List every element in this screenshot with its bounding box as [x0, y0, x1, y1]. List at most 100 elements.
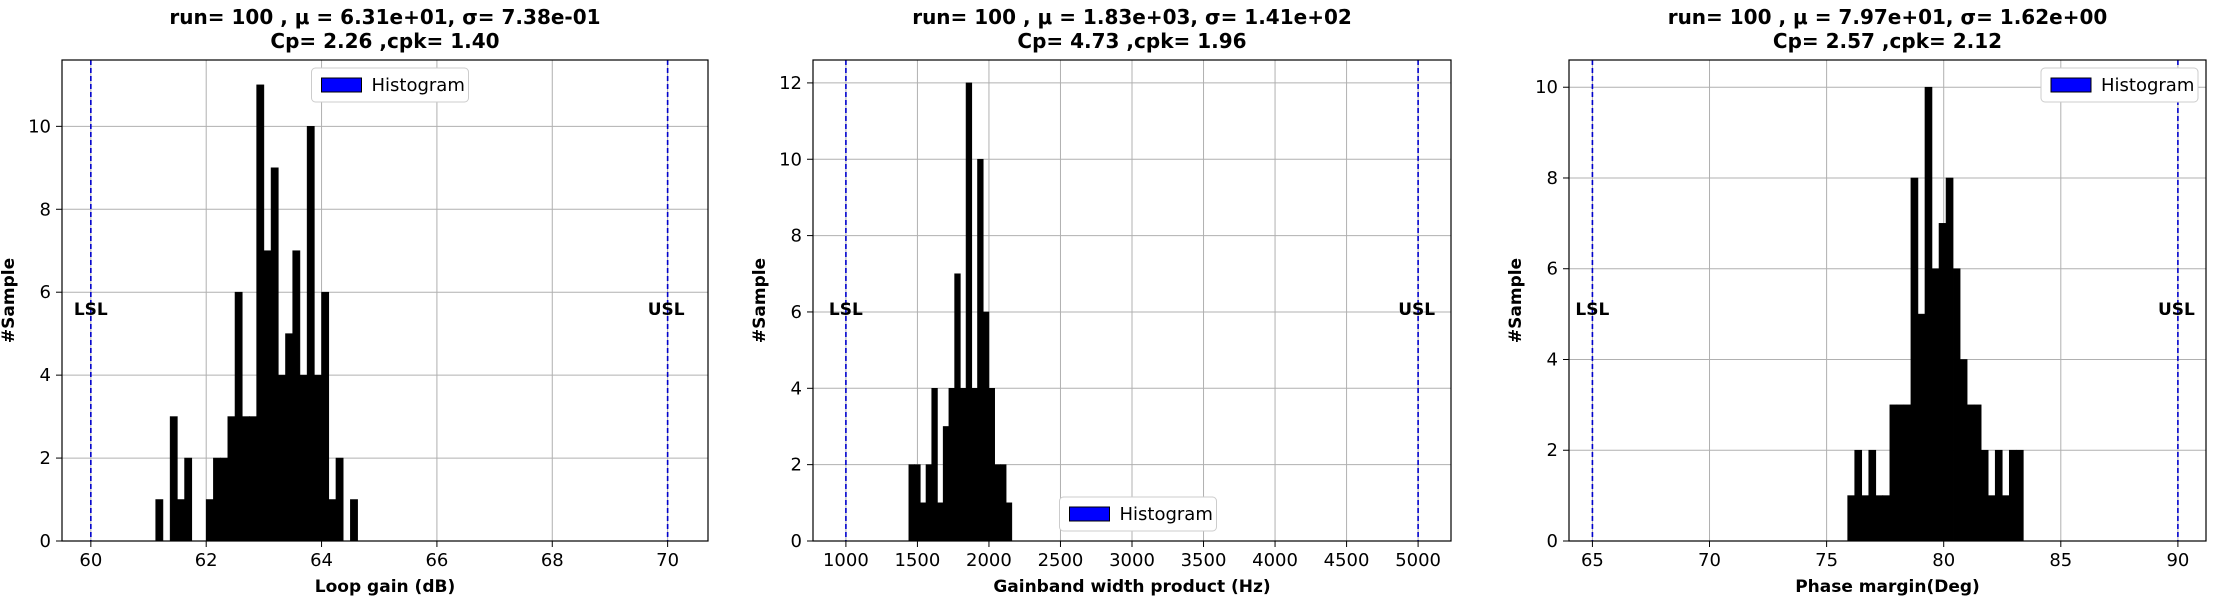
y-tick-label: 4: [1547, 349, 1558, 370]
x-axis-label: Phase margin(Deg): [1795, 577, 1980, 597]
histogram-bar: [1917, 313, 1926, 542]
histogram-bar: [1952, 268, 1961, 542]
histogram-bar: [184, 457, 193, 542]
y-tick-label: 2: [40, 448, 51, 469]
histogram-bar: [931, 388, 938, 542]
x-tick-label: 3000: [1109, 550, 1155, 571]
histogram-bar: [988, 388, 995, 542]
phase-margin-histogram-panel: LSL USL 65 70 75 80 85 90 0 2 4 6 8 10 run= 100 , μ = …: [1506, 5, 2207, 597]
y-axis-label: #Sample: [0, 258, 19, 343]
x-tick-label: 60: [79, 550, 102, 571]
histogram-bar: [1903, 404, 1912, 542]
y-tick-label: 10: [28, 116, 51, 137]
y-tick-label: 8: [1547, 168, 1558, 189]
x-tick-label: 4500: [1324, 550, 1370, 571]
plot-area: [62, 60, 708, 541]
gbw-histogram-panel: LSL USL 1000 1500 2000 2500 3000 3500 4000 4500 50…: [750, 5, 1452, 597]
histogram-bar: [914, 464, 921, 542]
x-tick-label: 3500: [1181, 550, 1227, 571]
histogram-bar: [177, 499, 185, 542]
histogram-bar: [292, 250, 301, 542]
plot-area: [1569, 60, 2206, 541]
histogram-bar: [328, 499, 337, 542]
histogram-bar: [1966, 404, 1975, 542]
y-tick-label: 2: [1547, 440, 1558, 461]
lsl-label: LSL: [74, 300, 108, 320]
histogram-bar: [234, 291, 243, 542]
x-tick-label: 1500: [895, 550, 941, 571]
histogram-bar: [306, 126, 315, 542]
histogram-bar: [1000, 464, 1007, 542]
chart-title-line-2: Cp= 4.73 ,cpk= 1.96: [1017, 29, 1246, 53]
histogram-bar: [960, 388, 967, 542]
y-tick-label: 6: [791, 302, 802, 323]
legend-label: Histogram: [372, 75, 465, 96]
histogram-bar: [1882, 495, 1891, 542]
histogram-bar: [994, 464, 1001, 542]
legend: Histogram: [2040, 67, 2199, 103]
histogram-bar: [919, 502, 927, 542]
lsl-label: LSL: [1575, 300, 1609, 320]
histogram-bar: [1854, 449, 1863, 542]
histogram-bar: [2001, 495, 2010, 542]
legend-label: Histogram: [1120, 504, 1213, 525]
axes-frame: [61, 59, 709, 542]
x-tick-label: 64: [310, 550, 333, 571]
usl-label: USL: [648, 300, 685, 320]
histogram-bar: [335, 457, 344, 542]
x-tick-label: 1000: [823, 550, 869, 571]
histogram-bar: [270, 167, 279, 542]
y-tick-label: 12: [779, 73, 802, 94]
histogram-bar: [350, 499, 358, 542]
histogram-bar: [169, 416, 178, 542]
histogram-bar: [1938, 223, 1947, 542]
x-axis-label: Gainband width product (Hz): [993, 577, 1270, 597]
y-tick-label: 0: [1547, 531, 1558, 552]
chart-title-line-1: run= 100 , μ = 1.83e+03, σ= 1.41e+02: [912, 5, 1352, 29]
chart-title-line-1: run= 100 , μ = 7.97e+01, σ= 1.62e+00: [1668, 5, 2108, 29]
histogram-bar: [1889, 404, 1898, 542]
histogram-bar: [155, 499, 164, 542]
histogram-bar: [2008, 449, 2017, 542]
histogram-bar: [954, 273, 961, 542]
y-tick-label: 6: [1547, 259, 1558, 280]
y-tick-label: 0: [40, 531, 51, 552]
histogram-bar: [1959, 359, 1968, 542]
histogram-bar: [1945, 177, 1954, 542]
legend-swatch: [321, 77, 362, 93]
histogram-bar: [937, 502, 944, 542]
histogram-bar: [205, 499, 214, 542]
x-axis-label: Loop gain (dB): [315, 577, 455, 597]
x-tick-label: 66: [425, 550, 448, 571]
histogram-bar: [1896, 404, 1905, 542]
histogram-bar: [1931, 268, 1940, 542]
histogram-bar: [2016, 449, 2024, 542]
histogram-bar: [1910, 177, 1919, 542]
x-tick-label: 68: [541, 550, 564, 571]
histogram-bar: [977, 158, 984, 542]
y-tick-label: 10: [1535, 77, 1558, 98]
histogram-bar: [971, 388, 978, 542]
histogram-bar: [263, 250, 272, 542]
x-tick-label: 62: [195, 550, 218, 571]
histogram-bar: [256, 84, 265, 542]
x-tick-label: 85: [2049, 550, 2072, 571]
histogram-bar: [982, 311, 990, 542]
x-tick-label: 2000: [966, 550, 1012, 571]
x-tick-label: 70: [656, 550, 679, 571]
histogram-bar: [321, 291, 330, 542]
histogram-bar: [925, 464, 933, 542]
histogram-bar: [299, 374, 308, 542]
histogram-bar: [942, 426, 950, 542]
x-tick-label: 4000: [1252, 550, 1298, 571]
x-tick-label: 2500: [1038, 550, 1084, 571]
y-tick-label: 8: [791, 226, 802, 247]
x-tick-label: 75: [1815, 550, 1838, 571]
y-tick-label: 8: [40, 199, 51, 220]
histogram-bar: [1973, 404, 1982, 542]
histogram-bar: [277, 374, 286, 542]
legend-swatch: [2050, 77, 2092, 93]
histogram-bar: [948, 388, 955, 542]
histogram-bar: [1847, 495, 1856, 542]
